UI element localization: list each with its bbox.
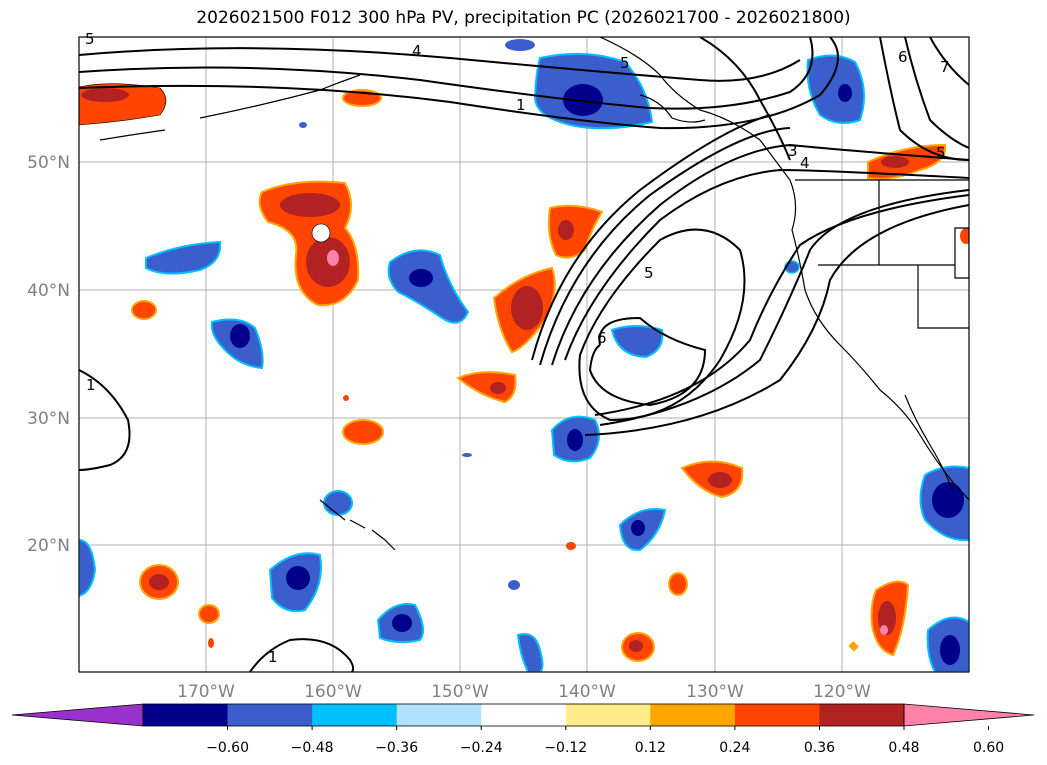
precip-negative-areas (79, 39, 969, 672)
gridlines (79, 37, 969, 672)
colorbar-segment (227, 704, 313, 726)
pv-label: 6 (898, 48, 908, 66)
colorbar-tick-label: 0.36 (804, 740, 835, 756)
colorbar-frame (142, 703, 905, 727)
colorbar-segment (819, 704, 905, 726)
pv-label: 4 (800, 154, 810, 172)
colorbar-segment (650, 704, 736, 726)
pv-label: 1 (268, 648, 278, 666)
colorbar-tick-label: −0.36 (375, 740, 418, 756)
longitude-labels: 170°W 160°W 150°W 140°W 130°W 120°W (177, 682, 871, 702)
colorbar-extend-low (11, 703, 144, 727)
lon-label: 150°W (431, 682, 489, 702)
colorbar-tick-label: 0.60 (973, 740, 1004, 756)
colorbar-segment (312, 704, 398, 726)
colorbar-segment (565, 704, 651, 726)
colorbar-extend-high (903, 703, 1035, 727)
lat-label: 20°N (27, 536, 70, 556)
latitude-labels: 50°N 40°N 30°N 20°N (27, 153, 70, 556)
pv-label: 3 (788, 142, 798, 160)
colorbar-segment (734, 704, 820, 726)
lon-label: 160°W (304, 682, 362, 702)
colorbar-segment (396, 704, 482, 726)
pv-label: 1 (516, 96, 526, 114)
pv-label: 5 (85, 30, 95, 48)
pv-label: 5 (620, 54, 630, 72)
pv-contour-labels: 5 4 1 5 3 4 5 6 5 6 1 1 7 (85, 30, 950, 666)
colorbar-tick-label: 0.24 (719, 740, 750, 756)
lon-label: 140°W (558, 682, 616, 702)
colorbar-tick-label: −0.60 (206, 740, 249, 756)
map-title: 2026021500 F012 300 hPa PV, precipitatio… (196, 8, 851, 28)
pv-contours (79, 37, 969, 672)
pv-label: 4 (412, 42, 422, 60)
lat-label: 40°N (27, 281, 70, 301)
lon-label: 120°W (813, 682, 871, 702)
colorbar-tick-label: −0.48 (291, 740, 334, 756)
pv-label: 7 (940, 58, 950, 76)
colorbar-segment (481, 704, 567, 726)
map-plot-area (79, 37, 969, 672)
colorbar-tick-label: 0.48 (888, 740, 919, 756)
precip-positive-areas (79, 83, 969, 662)
pv-label: 1 (86, 376, 96, 394)
lon-label: 130°W (686, 682, 744, 702)
pv-label: 5 (644, 264, 654, 282)
map-frame (78, 36, 970, 673)
lon-label: 170°W (177, 682, 235, 702)
colorbar-tick-label: −0.12 (544, 740, 587, 756)
pv-label: 6 (597, 329, 607, 347)
colorbar-tick-label: −0.24 (460, 740, 503, 756)
colorbar-tick-label: 0.12 (635, 740, 666, 756)
lat-label: 30°N (27, 409, 70, 429)
colorbar: −0.60 −0.48 −0.36 −0.24 −0.12 0.12 0.24 0.36 0.4… (11, 703, 1035, 756)
lat-label: 50°N (27, 153, 70, 173)
pv-label: 5 (936, 144, 946, 162)
colorbar-segment (143, 704, 229, 726)
